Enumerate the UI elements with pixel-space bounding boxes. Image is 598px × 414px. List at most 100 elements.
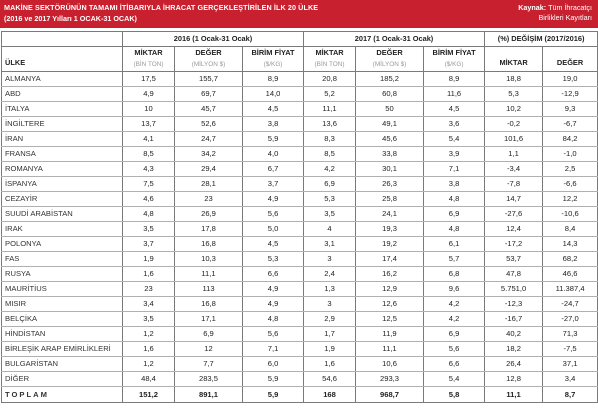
cell-val-2016: 283,5 [174, 371, 243, 387]
cell-change-val: -1,0 [542, 146, 598, 162]
cell-price-2017: 6,1 [423, 236, 486, 252]
col-country-header: ÜLKE [1, 46, 123, 72]
cell-qty-2016: 3,5 [122, 311, 175, 327]
source-line-2: Birlikleri Kayıtları [538, 13, 592, 22]
table-row: MAURİTİUS 23 113 4,9 1,3 12,9 9,6 5.751,0 11.387… [1, 281, 598, 297]
cell-change-val: 14,3 [542, 236, 598, 252]
cell-change-qty: 47,8 [484, 266, 544, 282]
col-val-label: DEĞER [195, 48, 222, 57]
cell-qty-2016: 1,9 [122, 251, 175, 267]
table-row: BULGARİSTAN 1,2 7,7 6,0 1,6 10,6 6,6 26,4 37,1 [1, 356, 598, 372]
cell-val-2017: 45,6 [355, 131, 425, 147]
cell-price-2016: 3,8 [241, 116, 305, 132]
table-row: İRAN 4,1 24,7 5,9 8,3 45,6 5,4 101,6 84,2 [1, 131, 598, 147]
table-row: BELÇİKA 3,5 17,1 4,8 2,9 12,5 4,2 -16,7 -27,0 [1, 311, 598, 327]
cell-qty-2017: 2,4 [303, 266, 357, 282]
cell-price-2017: 8,9 [423, 71, 486, 87]
table-row: CEZAYİR 4,6 23 4,9 5,3 25,8 4,8 14,7 12,2 [1, 191, 598, 207]
cell-price-2017: 4,8 [423, 191, 486, 207]
cell-price-2016: 14,0 [241, 86, 305, 102]
source-line-1: Tüm İhracatçı [548, 3, 592, 12]
cell-price-2016: 3,7 [241, 176, 305, 192]
cell-change-val: -6,6 [542, 176, 598, 192]
cell-country: İNGİLTERE [1, 116, 123, 132]
cell-change-val: 37,1 [542, 356, 598, 372]
total-price-2017: 5,8 [423, 386, 486, 403]
cell-change-val: -7,5 [542, 341, 598, 357]
total-qty-2017: 168 [303, 386, 357, 403]
cell-val-2017: 19,2 [355, 236, 425, 252]
cell-price-2017: 9,6 [423, 281, 486, 297]
cell-change-qty: 18,8 [484, 71, 544, 87]
cell-price-2016: 7,1 [241, 341, 305, 357]
cell-val-2016: 16,8 [174, 236, 243, 252]
cell-price-2016: 5,3 [241, 251, 305, 267]
col-val-label: DEĞER [376, 48, 403, 57]
cell-change-val: -12,9 [542, 86, 598, 102]
cell-qty-2016: 23 [122, 281, 175, 297]
cell-qty-2017: 11,1 [303, 101, 357, 117]
table-row: POLONYA 3,7 16,8 4,5 3,1 19,2 6,1 -17,2 14,3 [1, 236, 598, 252]
cell-qty-2017: 1,6 [303, 356, 357, 372]
cell-val-2016: 6,9 [174, 326, 243, 342]
cell-qty-2017: 1,9 [303, 341, 357, 357]
cell-qty-2017: 1,3 [303, 281, 357, 297]
cell-qty-2016: 4,6 [122, 191, 175, 207]
cell-change-qty: 53,7 [484, 251, 544, 267]
cell-change-qty: -12,3 [484, 296, 544, 312]
total-qty-2016: 151,2 [122, 386, 175, 403]
col-price-2017-header: BİRİM FİYAT ($/KG) [423, 46, 486, 72]
cell-price-2017: 5,4 [423, 131, 486, 147]
cell-val-2016: 34,2 [174, 146, 243, 162]
cell-val-2017: 12,9 [355, 281, 425, 297]
table-row: IRAK 3,5 17,8 5,0 4 19,3 4,8 12,4 8,4 [1, 221, 598, 237]
cell-price-2016: 5,9 [241, 371, 305, 387]
table-row: İNGİLTERE 13,7 52,6 3,8 13,6 49,1 3,6 -0,2 -6,7 [1, 116, 598, 132]
cell-qty-2017: 8,3 [303, 131, 357, 147]
total-val-2017: 968,7 [355, 386, 425, 403]
cell-country: İSPANYA [1, 176, 123, 192]
cell-val-2016: 26,9 [174, 206, 243, 222]
table-row: BİRLEŞİK ARAP EMİRLİKLERİ 1,6 12 7,1 1,9 11,1… [1, 341, 598, 357]
cell-val-2016: 17,1 [174, 311, 243, 327]
col-val-2016-header: DEĞER (MİLYON $) [174, 46, 243, 72]
cell-val-2017: 16,2 [355, 266, 425, 282]
group-2016-header: 2016 (1 Ocak-31 Ocak) [121, 31, 305, 47]
cell-val-2016: 7,7 [174, 356, 243, 372]
cell-change-qty: -7,8 [484, 176, 544, 192]
cell-qty-2017: 6,9 [303, 176, 357, 192]
cell-val-2017: 30,1 [355, 161, 425, 177]
source-label: Kaynak: [518, 3, 547, 12]
col-qty-unit: (BİN TON) [133, 61, 164, 68]
total-row: TOPLAM 151,2 891,1 5,9 168 968,7 5,8 11,1 8,7 [1, 386, 598, 403]
table-row: İTALYA 10 45,7 4,5 11,1 50 4,5 10,2 9,3 [1, 101, 598, 117]
cell-price-2016: 4,0 [241, 146, 305, 162]
col-qty-label: MİKTAR [315, 48, 344, 57]
cell-price-2017: 6,9 [423, 206, 486, 222]
cell-val-2017: 17,4 [355, 251, 425, 267]
cell-change-val: -24,7 [542, 296, 598, 312]
col-change-qty-header: MİKTAR [484, 46, 544, 72]
cell-price-2017: 6,6 [423, 356, 486, 372]
cell-change-val: 9,3 [542, 101, 598, 117]
cell-price-2017: 7,1 [423, 161, 486, 177]
cell-price-2016: 5,6 [241, 326, 305, 342]
cell-val-2017: 11,1 [355, 341, 425, 357]
group-change-header: (%) DEĞİŞİM (2017/2016) [484, 31, 598, 47]
cell-val-2017: 50 [355, 101, 425, 117]
cell-price-2017: 4,5 [423, 101, 486, 117]
total-val-2016: 891,1 [174, 386, 243, 403]
cell-qty-2017: 3 [303, 296, 357, 312]
cell-price-2016: 5,6 [241, 206, 305, 222]
cell-qty-2016: 4,1 [122, 131, 175, 147]
cell-qty-2016: 8,5 [122, 146, 175, 162]
cell-price-2016: 4,9 [241, 296, 305, 312]
col-qty-label: MİKTAR [134, 48, 163, 57]
table-row: ABD 4,9 69,7 14,0 5,2 60,8 11,6 5,3 -12,9 [1, 86, 598, 102]
cell-change-val: 11.387,4 [542, 281, 598, 297]
cell-val-2016: 17,8 [174, 221, 243, 237]
cell-country: İRAN [1, 131, 123, 147]
cell-change-val: -10,6 [542, 206, 598, 222]
cell-val-2016: 11,1 [174, 266, 243, 282]
cell-qty-2017: 5,3 [303, 191, 357, 207]
